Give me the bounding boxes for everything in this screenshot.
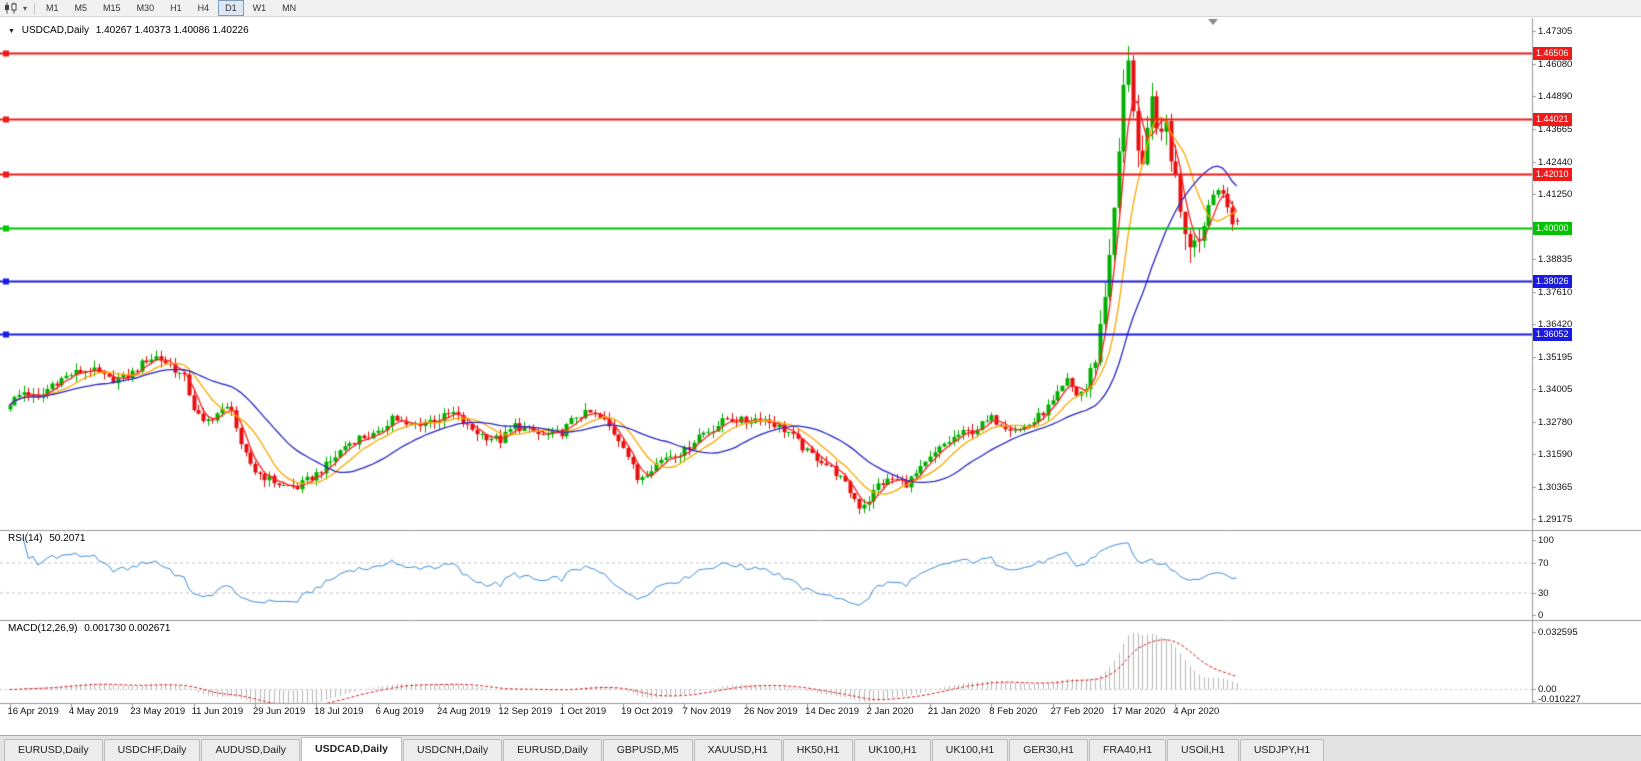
chart-tab-USDCAD-Daily[interactable]: USDCAD,Daily	[301, 737, 402, 761]
chart-tab-USDCNH-Daily[interactable]: USDCNH,Daily	[402, 739, 503, 761]
chart-tab-USOil-H1[interactable]: USOil,H1	[1167, 739, 1239, 761]
timeframe-button-H1[interactable]: H1	[170, 3, 182, 13]
timeframe-buttons: M1 M5 M15 M30 H1 H4 D1 W1 MN	[39, 0, 303, 16]
chart-tab-EURUSD-Daily[interactable]: EURUSD,Daily	[503, 739, 602, 761]
timeframe-button-W1[interactable]: W1	[252, 3, 267, 13]
toolbar-separator	[34, 2, 36, 14]
chart-tab-AUDUSD-Daily[interactable]: AUDUSD,Daily	[201, 739, 301, 761]
chart-canvas[interactable]	[0, 0, 1641, 735]
chart-tab-FRA40-H1[interactable]: FRA40,H1	[1089, 739, 1167, 761]
chart-tab-GER30-H1[interactable]: GER30,H1	[1009, 739, 1089, 761]
chart-tab-UK100-H1[interactable]: UK100,H1	[854, 739, 931, 761]
timeframe-button-M30[interactable]: M30	[136, 3, 155, 13]
timeframe-button-D1[interactable]: D1	[218, 0, 244, 16]
timeframe-button-M15[interactable]: M15	[103, 3, 121, 13]
chart-type-icon[interactable]	[4, 2, 21, 14]
chart-tab-EURUSD-Daily[interactable]: EURUSD,Daily	[4, 739, 103, 761]
chart-tab-USDJPY-H1[interactable]: USDJPY,H1	[1239, 739, 1325, 761]
chart-tab-USDCHF-Daily[interactable]: USDCHF,Daily	[103, 739, 201, 761]
chart-tab-XAUUSD-H1[interactable]: XAUUSD,H1	[693, 739, 782, 761]
chart-tab-GBPUSD-M5[interactable]: GBPUSD,M5	[602, 739, 693, 761]
symbol-dropdown-icon[interactable]: ▼	[8, 28, 15, 35]
chart-tab-UK100-H1[interactable]: UK100,H1	[931, 739, 1009, 761]
timeframe-button-MN[interactable]: MN	[282, 3, 297, 13]
timeframe-toolbar: ▾ M1 M5 M15 M30 H1 H4 D1 W1 MN	[0, 0, 1641, 17]
timeframe-button-H4[interactable]: H4	[197, 3, 210, 13]
timeframe-button-M1[interactable]: M1	[46, 3, 59, 13]
timeframe-button-M5[interactable]: M5	[74, 3, 88, 13]
chart-tabs-bar: EURUSD,Daily USDCHF,Daily AUDUSD,Daily USDC…	[0, 735, 1641, 761]
chart-type-dropdown-icon[interactable]: ▾	[23, 3, 28, 13]
chart-tab-HK50-H1[interactable]: HK50,H1	[782, 739, 854, 761]
